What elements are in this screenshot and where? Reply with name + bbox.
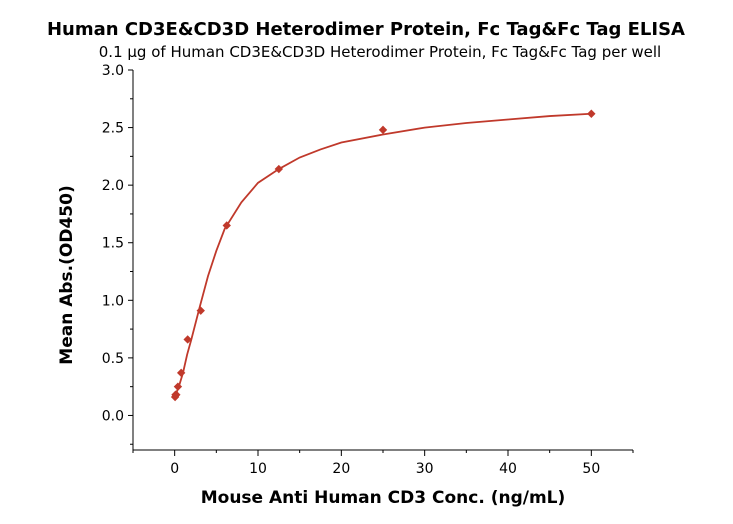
y-tick-label: 2.5 xyxy=(102,121,124,137)
data-point xyxy=(274,164,284,174)
data-points xyxy=(170,109,596,402)
y-tick-label: 0.5 xyxy=(102,351,124,367)
y-axis-label: Mean Abs.(OD450) xyxy=(57,185,77,364)
chart-title: Human CD3E&CD3D Heterodimer Protein, Fc … xyxy=(47,19,685,40)
y-tick-label: 0.0 xyxy=(102,408,124,424)
data-point xyxy=(378,125,388,135)
data-point xyxy=(196,306,205,315)
data-point xyxy=(587,109,596,118)
y-tick-label: 1.0 xyxy=(102,293,124,309)
y-tick-label: 1.5 xyxy=(102,236,124,252)
data-point xyxy=(173,382,183,391)
x-axis-label: Mouse Anti Human CD3 Conc. (ng/mL) xyxy=(201,488,566,508)
data-point xyxy=(172,390,181,399)
data-point xyxy=(183,335,192,344)
x-ticks: 0 10 20 30 40 50 xyxy=(132,450,634,477)
data-point xyxy=(222,221,231,230)
x-tick-label: 30 xyxy=(416,461,434,477)
x-tick-label: 50 xyxy=(582,461,600,477)
x-tick-label: 40 xyxy=(499,461,517,477)
x-tick-label: 20 xyxy=(332,461,350,477)
y-tick-label: 3.0 xyxy=(102,63,124,79)
y-tick-label: 2.0 xyxy=(102,178,124,194)
data-point xyxy=(176,368,186,378)
x-tick-label: 10 xyxy=(249,461,267,477)
chart-subtitle: 0.1 μg of Human CD3E&CD3D Heterodimer Pr… xyxy=(99,43,661,61)
y-ticks: 0.0 0.5 1.0 1.5 2.0 2.5 3.0 xyxy=(102,63,133,445)
x-tick-label: 0 xyxy=(170,461,179,477)
fit-curve-line xyxy=(173,112,592,398)
